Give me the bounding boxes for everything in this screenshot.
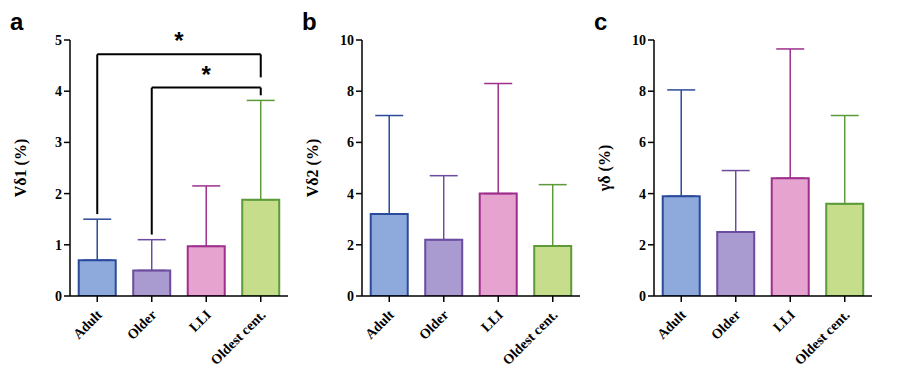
svg-text:γδ (%): γδ (%): [596, 145, 614, 192]
svg-text:Oldest cent.: Oldest cent.: [792, 307, 853, 368]
svg-text:0: 0: [639, 289, 646, 304]
svg-text:Adult: Adult: [654, 307, 689, 342]
svg-text:Older: Older: [708, 307, 743, 342]
html-text:c: c: [594, 8, 608, 35]
svg-text:Oldest cent.: Oldest cent.: [208, 307, 269, 368]
svg-text:0: 0: [55, 289, 62, 304]
html-text:b: b: [302, 8, 317, 35]
svg-text:*: *: [202, 61, 212, 88]
svg-text:10: 10: [632, 33, 646, 48]
svg-text:6: 6: [639, 135, 646, 150]
svg-text:2: 2: [55, 187, 62, 202]
svg-text:1: 1: [55, 238, 62, 253]
svg-text:Older: Older: [416, 307, 451, 342]
svg-text:10: 10: [340, 33, 354, 48]
svg-text:8: 8: [347, 84, 354, 99]
svg-text:Adult: Adult: [70, 307, 105, 342]
svg-text:4: 4: [55, 84, 62, 99]
svg-text:LLI: LLI: [186, 307, 214, 335]
svg-text:6: 6: [347, 135, 354, 150]
svg-text:Older: Older: [124, 307, 159, 342]
svg-text:5: 5: [55, 33, 62, 48]
svg-text:Vδ2 (%): Vδ2 (%): [304, 139, 322, 198]
svg-text:4: 4: [639, 187, 646, 202]
svg-text:8: 8: [639, 84, 646, 99]
svg-text:Oldest cent.: Oldest cent.: [500, 307, 561, 368]
svg-text:Vδ1 (%): Vδ1 (%): [12, 139, 30, 198]
svg-text:4: 4: [347, 187, 354, 202]
svg-text:2: 2: [639, 238, 646, 253]
svg-text:*: *: [174, 27, 184, 54]
svg-text:2: 2: [347, 238, 354, 253]
html-text:a: a: [10, 8, 24, 35]
svg-text:LLI: LLI: [478, 307, 506, 335]
svg-text:3: 3: [55, 135, 62, 150]
svg-text:LLI: LLI: [770, 307, 798, 335]
svg-text:0: 0: [347, 289, 354, 304]
svg-text:Adult: Adult: [362, 307, 397, 342]
